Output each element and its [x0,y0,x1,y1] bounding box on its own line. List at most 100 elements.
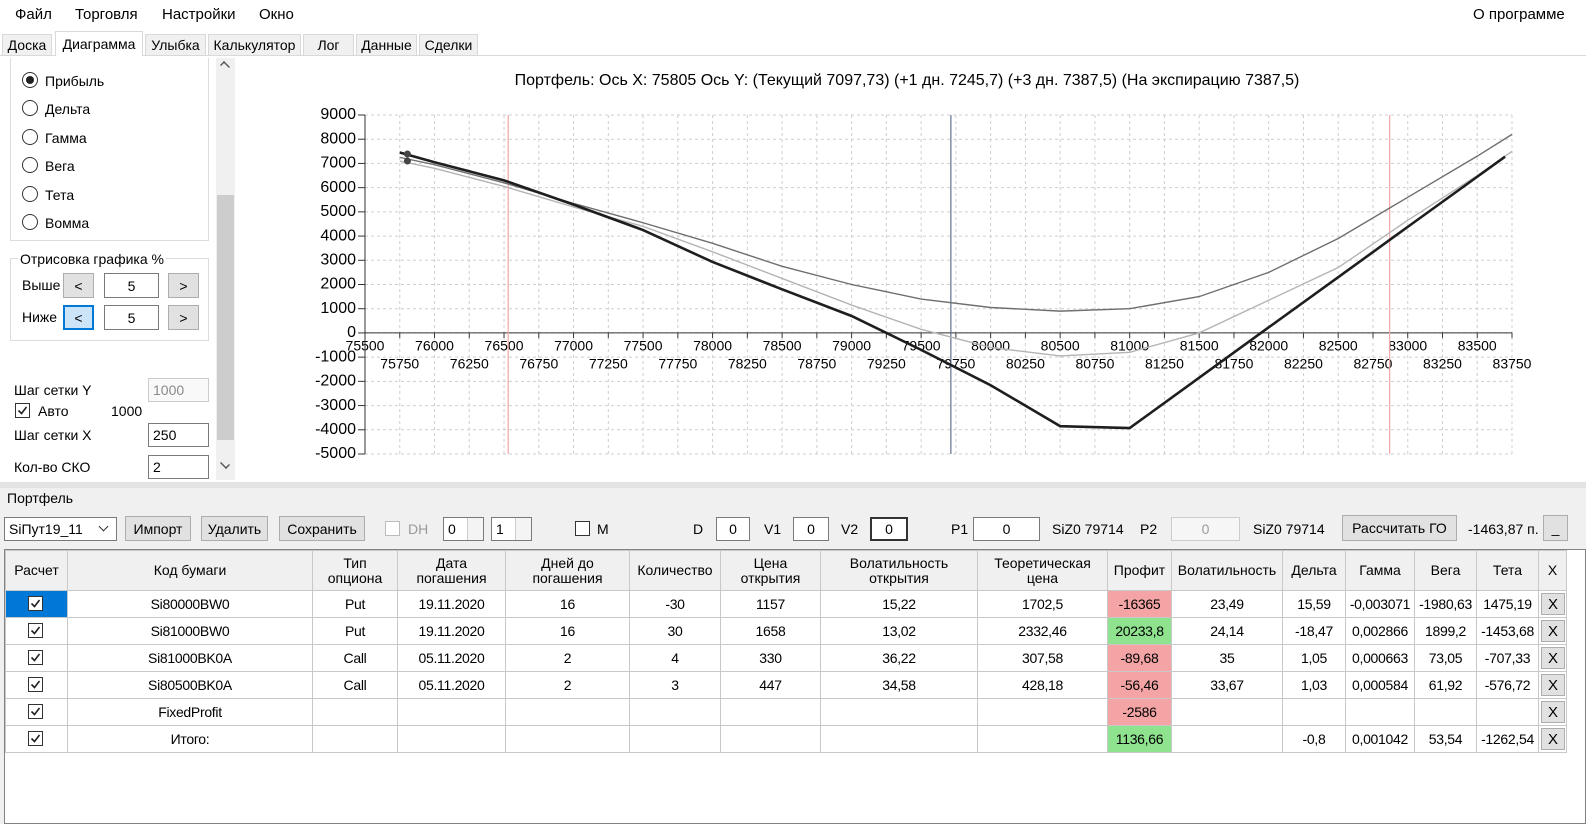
table-cell: 4 [629,644,721,672]
row-select-cell[interactable] [5,698,68,726]
radio-label: Прибыль [45,73,105,89]
checkbox[interactable] [15,403,30,418]
column-header[interactable]: Тип опциона [312,550,398,591]
text-input[interactable]: 0 [793,517,829,541]
y-tick-label: -1000 [315,348,356,365]
checkbox[interactable] [28,704,43,719]
tab[interactable]: Улыбка [145,34,206,55]
checkbox[interactable] [28,623,43,638]
checkbox[interactable] [28,650,43,665]
group-label: Портфель [7,490,74,506]
menu-about[interactable]: О программе [1473,6,1565,23]
tab[interactable]: Доска [2,34,52,55]
button[interactable]: Рассчитать ГО [1342,515,1457,541]
table-cell: Si81000BK0A [67,644,313,672]
field-label: Ниже [22,309,58,325]
group-label: Отрисовка графика % [18,249,166,269]
y-tick-label: 5000 [320,203,356,220]
delete-button[interactable]: X [1541,620,1565,642]
table-cell: 35 [1171,644,1283,672]
spin-buttons[interactable] [467,518,483,540]
step-button[interactable]: > [168,305,199,330]
tab[interactable]: Диаграмма [55,31,143,56]
row-select-cell[interactable] [5,725,68,753]
table-cell: Put [312,617,398,645]
tab[interactable]: Лог [303,34,354,55]
checkbox[interactable] [575,521,590,536]
column-header[interactable]: Гамма [1345,550,1415,591]
column-header[interactable]: Дельта [1282,550,1346,591]
step-button[interactable]: < [63,305,94,330]
scroll-thumb[interactable] [217,195,234,440]
text-input[interactable]: 1000 [148,378,209,402]
column-header[interactable]: Цена открытия [720,550,821,591]
button[interactable]: Сохранить [279,516,365,541]
tab[interactable]: Калькулятор [208,34,301,55]
row-select-cell[interactable] [5,617,68,645]
radio[interactable] [22,128,38,145]
row-select-cell[interactable] [5,590,68,618]
text-input[interactable]: 2 [148,455,209,479]
text-input[interactable]: 0 [1171,517,1240,541]
table-cell: 1,05 [1282,644,1346,672]
button[interactable]: Удалить [201,516,268,541]
menu-item[interactable]: Настройки [162,6,236,23]
number-input[interactable]: 5 [104,305,159,330]
menu-item[interactable]: Файл [15,6,52,23]
column-header[interactable]: Расчет [5,550,68,591]
delete-button[interactable]: X [1541,728,1565,750]
row-select-cell[interactable] [5,644,68,672]
column-header[interactable]: X [1538,550,1567,591]
column-header[interactable]: Дата погашения [397,550,506,591]
column-header[interactable]: Волатильность [1171,550,1283,591]
text-input[interactable]: 0 [716,517,750,541]
column-header[interactable]: Вега [1414,550,1477,591]
radio[interactable] [22,72,38,88]
text-input[interactable]: 250 [148,423,209,447]
radio[interactable] [22,157,38,174]
table-cell: 2 [505,644,630,672]
row-select-cell[interactable] [5,671,68,699]
radio[interactable] [22,214,38,230]
column-header[interactable]: Количество [629,550,721,591]
column-header[interactable]: Дней до погашения [505,550,630,591]
column-header[interactable]: Профит [1107,550,1172,591]
radio-label: Вомма [45,215,90,231]
y-tick-label: 3000 [320,252,356,269]
menu-item[interactable]: Окно [259,6,294,23]
check-icon [30,599,41,608]
text-input[interactable]: 0 [870,517,908,541]
delete-button[interactable]: X [1541,647,1565,669]
step-button[interactable]: < [63,273,94,298]
checkbox[interactable] [28,596,43,611]
button[interactable]: _ [1543,515,1568,541]
tab[interactable]: Сделки [419,34,478,55]
table-cell: 1475,19 [1476,590,1539,618]
text-input[interactable]: 0 [973,517,1040,541]
checkbox[interactable] [28,731,43,746]
button[interactable]: Импорт [125,516,191,541]
step-button[interactable]: > [168,273,199,298]
spin-buttons[interactable] [515,518,531,540]
x-tick-label: 82750 [1354,356,1393,372]
delete-button[interactable]: X [1541,701,1565,723]
column-header[interactable]: Волатильность открытия [820,550,978,591]
checkbox[interactable] [28,677,43,692]
table-cell: 23,49 [1171,590,1283,618]
column-header[interactable]: Код бумаги [67,550,313,591]
menu-item[interactable]: Торговля [75,6,138,23]
delete-button[interactable]: X [1541,674,1565,696]
table-cell: 73,05 [1414,644,1477,672]
table-cell [505,698,630,726]
number-input[interactable]: 5 [104,273,159,298]
delete-button[interactable]: X [1541,593,1565,615]
tab[interactable]: Данные [356,34,417,55]
combo-box[interactable]: SiПут19_11 [4,517,117,541]
column-header[interactable]: Тета [1476,550,1539,591]
column-header[interactable]: Теоретическая цена [977,550,1108,591]
checkbox[interactable] [385,521,400,536]
table-cell: 2 [505,671,630,699]
radio[interactable] [22,185,38,202]
security-label: SiZ0 79714 [1052,521,1124,537]
radio[interactable] [22,100,38,117]
